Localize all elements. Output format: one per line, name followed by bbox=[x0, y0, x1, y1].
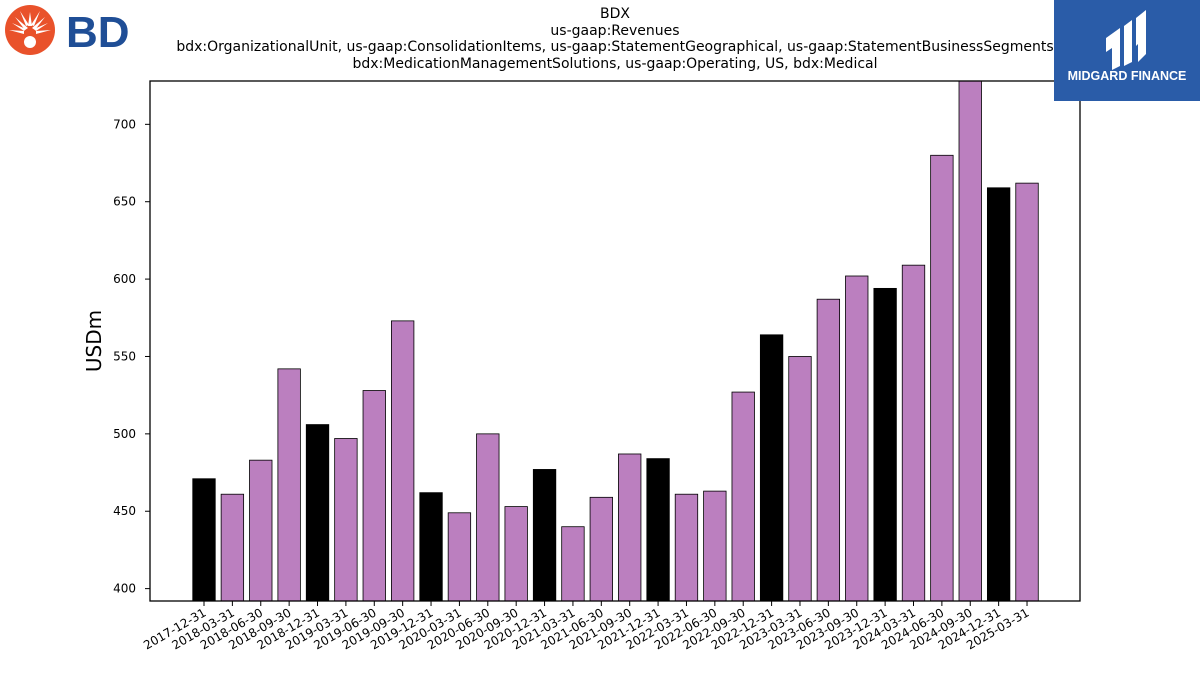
chart-subtitle-line-3: bdx:MedicationManagementSolutions, us-ga… bbox=[352, 55, 878, 72]
bar-2019-03-31 bbox=[334, 438, 358, 601]
y-tick-label-500: 500 bbox=[113, 427, 136, 441]
chart-titles: BDX us-gaap:Revenues bdx:OrganizationalU… bbox=[150, 6, 1080, 72]
chart-subtitle-line-1: us-gaap:Revenues bbox=[550, 22, 680, 39]
bar-2024-06-30 bbox=[930, 154, 954, 601]
bar-2018-06-30 bbox=[249, 459, 273, 601]
bar-2022-09-30 bbox=[731, 391, 755, 601]
bar-2020-06-30 bbox=[476, 433, 500, 601]
plot-frame bbox=[149, 80, 1081, 602]
midgard-finance-logo: MIDGARD FINANCE bbox=[1054, 0, 1200, 101]
y-tick-label-450: 450 bbox=[113, 504, 136, 518]
bar-2021-09-30 bbox=[618, 453, 642, 601]
y-axis-label: USDm bbox=[82, 309, 106, 373]
bar-2019-12-31 bbox=[419, 492, 443, 601]
bar-2018-03-31 bbox=[220, 493, 245, 601]
chart-title: BDX bbox=[600, 6, 630, 22]
bar-2024-12-31 bbox=[986, 187, 1011, 601]
bar-2017-12-31 bbox=[192, 478, 216, 601]
y-tick-label-700: 700 bbox=[113, 117, 136, 131]
midgard-logo-text: MIDGARD FINANCE bbox=[1068, 69, 1187, 83]
y-tick-label-600: 600 bbox=[113, 272, 136, 286]
bar-2021-06-30 bbox=[589, 496, 613, 601]
bar-2019-06-30 bbox=[362, 390, 386, 601]
bar-2022-12-31 bbox=[759, 334, 784, 601]
y-tick-label-400: 400 bbox=[113, 582, 136, 596]
bar-2024-03-31 bbox=[901, 264, 926, 601]
bar-2020-03-31 bbox=[447, 512, 472, 601]
bar-2023-09-30 bbox=[845, 275, 869, 601]
bar-2023-03-31 bbox=[788, 356, 812, 601]
bar-2025-03-31 bbox=[1015, 182, 1039, 601]
bar-2022-03-31 bbox=[674, 493, 699, 601]
bar-2024-09-30 bbox=[958, 81, 982, 601]
bar-2021-12-31 bbox=[646, 458, 670, 601]
bar-2018-12-31 bbox=[305, 424, 330, 601]
bar-2018-09-30 bbox=[277, 368, 301, 601]
bar-2022-06-30 bbox=[703, 490, 727, 601]
y-tick-label-650: 650 bbox=[113, 195, 136, 209]
bar-2023-12-31 bbox=[873, 287, 897, 601]
bar-2019-09-30 bbox=[391, 320, 415, 601]
bar-2020-12-31 bbox=[532, 469, 557, 601]
bd-logo: BD bbox=[5, 5, 130, 56]
bar-2021-03-31 bbox=[561, 526, 585, 601]
bd-logo-text: BD bbox=[66, 8, 130, 56]
chart-subtitle-line-2: bdx:OrganizationalUnit, us-gaap:Consolid… bbox=[176, 39, 1054, 55]
bar-2023-06-30 bbox=[816, 298, 841, 601]
bd-starburst-icon bbox=[5, 5, 55, 55]
y-tick-label-550: 550 bbox=[113, 349, 136, 363]
midgard-mark-icon: MIDGARD FINANCE bbox=[1068, 10, 1187, 83]
bar-2020-09-30 bbox=[504, 506, 528, 601]
